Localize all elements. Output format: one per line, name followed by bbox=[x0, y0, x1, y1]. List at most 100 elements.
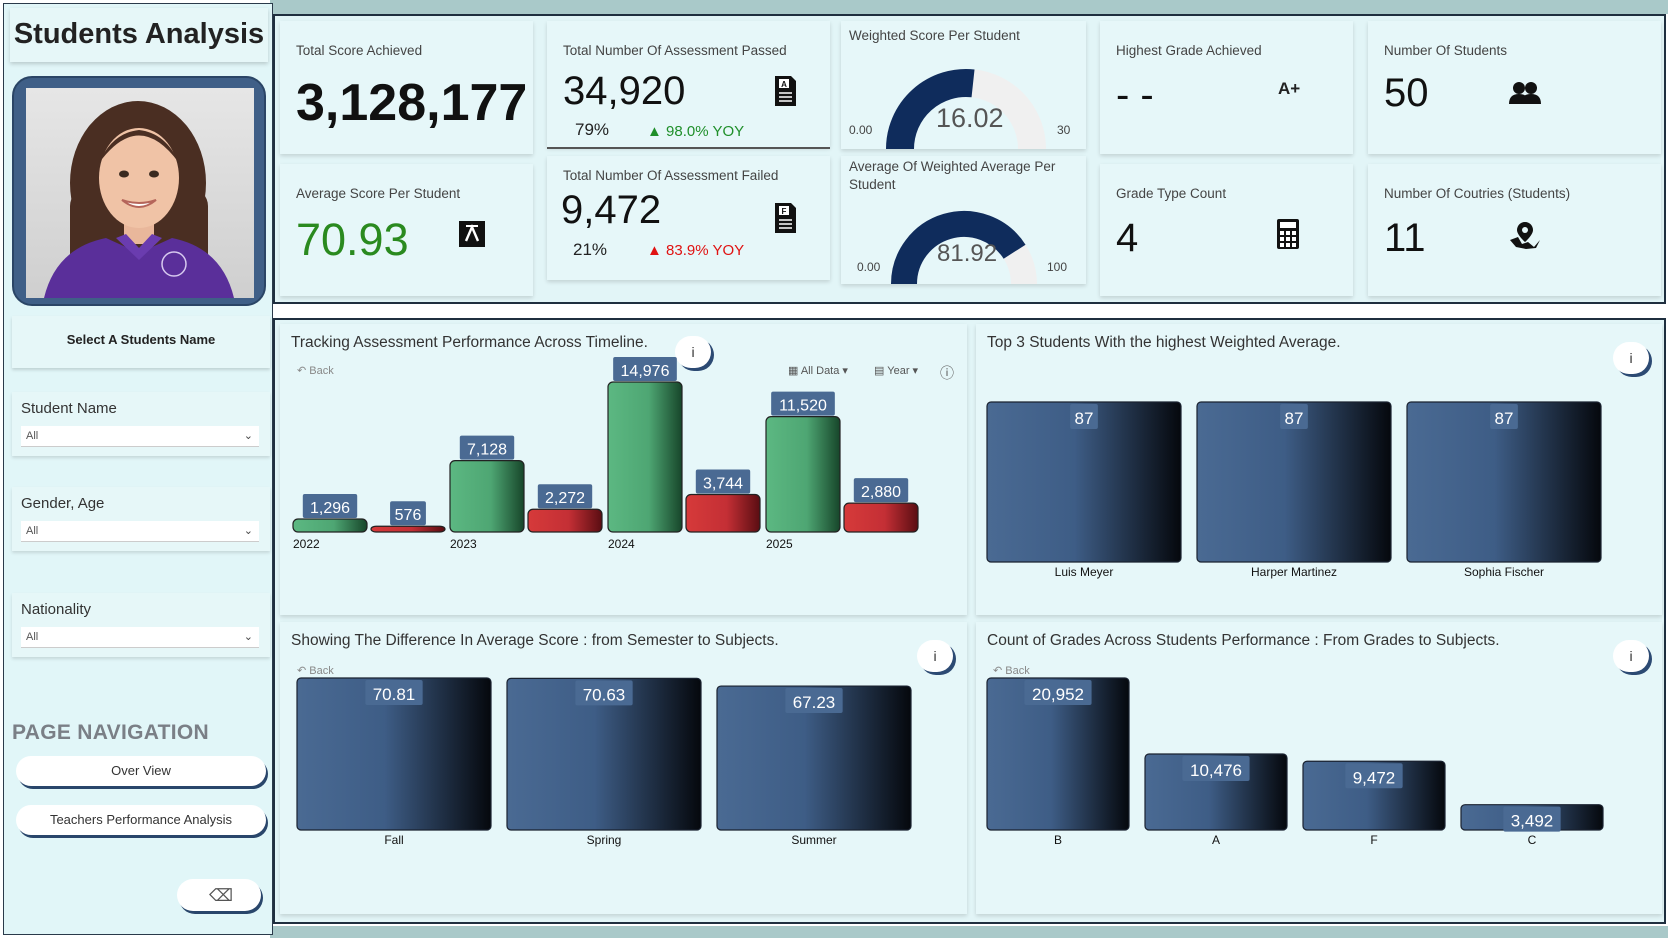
up-arrow-icon: ▲ bbox=[647, 242, 667, 259]
passed-bar[interactable] bbox=[292, 518, 368, 533]
failed-bar[interactable] bbox=[527, 508, 603, 533]
panel-title: Top 3 Students With the highest Weighted… bbox=[987, 334, 1341, 351]
info-button[interactable]: i bbox=[675, 336, 711, 368]
card-title: Grade Type Count bbox=[1116, 186, 1227, 201]
bar[interactable] bbox=[986, 401, 1182, 563]
help-icon[interactable]: ⓘ bbox=[940, 365, 954, 381]
failed-yoy-text: 83.9% YOY bbox=[666, 242, 745, 259]
failed-bar[interactable] bbox=[843, 502, 919, 533]
bar[interactable] bbox=[1302, 760, 1446, 831]
data-label-text: 20,952 bbox=[1032, 685, 1084, 704]
bar[interactable] bbox=[1196, 401, 1392, 563]
data-label-text: 67.23 bbox=[793, 693, 836, 712]
data-label-text: 87 bbox=[1495, 409, 1514, 428]
passed-bar[interactable] bbox=[765, 416, 841, 533]
teachers-performance-nav-button[interactable]: Teachers Performance Analysis bbox=[16, 805, 266, 835]
caret-down-icon: ▾ bbox=[909, 365, 919, 377]
year-label: Year bbox=[887, 365, 910, 377]
x-tick-label: Summer bbox=[791, 833, 836, 847]
gauge-min: 0.00 bbox=[849, 123, 873, 137]
calculator-icon bbox=[1277, 219, 1299, 249]
data-label-text: 3,744 bbox=[703, 476, 743, 493]
data-label-text: 14,976 bbox=[621, 363, 670, 380]
page-title: Students Analysis bbox=[13, 18, 265, 50]
back-button[interactable]: ↶ Back bbox=[297, 664, 334, 677]
grade-badge-icon: A+ bbox=[1278, 79, 1301, 98]
back-arrow-icon: ↶ bbox=[993, 665, 1006, 677]
select-student-label: Select A Students Name bbox=[66, 332, 216, 347]
bar[interactable] bbox=[1406, 401, 1602, 563]
bar[interactable] bbox=[1144, 753, 1288, 831]
bar[interactable] bbox=[296, 677, 492, 831]
data-label-text: 87 bbox=[1075, 409, 1094, 428]
document-f-icon: F bbox=[775, 203, 796, 233]
back-arrow-icon: ↶ bbox=[297, 665, 310, 677]
data-label-text: 2,272 bbox=[545, 490, 585, 507]
x-tick-label: 2023 bbox=[450, 537, 477, 551]
bar[interactable] bbox=[506, 677, 702, 831]
filter-label: Nationality bbox=[21, 601, 92, 618]
kpi-area: Total Score Achieved 3,128,177 Average S… bbox=[273, 14, 1666, 304]
average-score-value: 70.93 bbox=[296, 214, 409, 265]
passed-bar[interactable] bbox=[449, 460, 525, 533]
passed-yoy-text: 98.0% YOY bbox=[666, 123, 745, 140]
data-label-text: 10,476 bbox=[1190, 761, 1242, 780]
grade-type-value: 4 bbox=[1116, 216, 1139, 260]
data-label-text: 11,520 bbox=[779, 398, 827, 415]
data-label-text: 9,472 bbox=[1353, 768, 1396, 787]
data-label-bg bbox=[390, 501, 426, 526]
x-tick-label: 2024 bbox=[608, 537, 635, 551]
bar[interactable] bbox=[986, 677, 1130, 831]
highest-grade-card: Highest Grade Achieved - - A+ bbox=[1100, 21, 1353, 154]
failed-bar[interactable] bbox=[370, 525, 446, 533]
card-title: Average Score Per Student bbox=[296, 186, 461, 201]
average-score-card: Average Score Per Student 70.93 bbox=[280, 164, 533, 296]
card-title: Total Score Achieved bbox=[296, 43, 423, 58]
card-title: Number Of Coutries (Students) bbox=[1384, 186, 1571, 201]
panel-title: Showing The Difference In Average Score … bbox=[291, 632, 779, 649]
year-drill-toggle[interactable]: ▤ Year ▾ bbox=[874, 364, 918, 377]
gauge-max: 30 bbox=[1057, 123, 1071, 137]
eraser-icon: ⌫ bbox=[209, 886, 234, 905]
data-label: 3,744 bbox=[695, 469, 751, 494]
passed-value: 34,920 bbox=[563, 69, 686, 113]
top-accent-bar bbox=[270, 0, 1668, 14]
info-button[interactable]: i bbox=[1613, 342, 1649, 374]
gender-age-dropdown[interactable]: All ⌄ bbox=[21, 521, 259, 542]
total-score-card: Total Score Achieved 3,128,177 bbox=[280, 21, 533, 154]
clear-filters-button[interactable]: ⌫ bbox=[177, 879, 261, 911]
chevron-down-icon: ⌄ bbox=[243, 430, 253, 442]
all-data-label: All Data bbox=[800, 365, 840, 377]
passed-bar[interactable] bbox=[607, 381, 683, 533]
data-label-text: 70.81 bbox=[373, 685, 416, 704]
data-label: 576 bbox=[390, 501, 426, 526]
dropdown-value: All bbox=[26, 430, 39, 442]
overview-nav-button[interactable]: Over View bbox=[16, 756, 266, 786]
gauge-fill bbox=[891, 211, 1026, 284]
data-label: 10,476 bbox=[1182, 756, 1250, 781]
back-button[interactable]: ↶ Back bbox=[297, 364, 334, 377]
number-of-students-card: Number Of Students 50 bbox=[1368, 21, 1661, 154]
all-data-toggle[interactable]: ▦ All Data ▾ bbox=[788, 364, 848, 377]
info-button[interactable]: i bbox=[1613, 640, 1649, 672]
data-label-bg bbox=[1182, 756, 1250, 781]
back-button[interactable]: ↶ Back bbox=[993, 664, 1030, 677]
bar[interactable] bbox=[716, 685, 912, 831]
failed-value: 9,472 bbox=[561, 188, 662, 232]
data-label: 70.81 bbox=[365, 680, 423, 705]
back-label: Back bbox=[309, 665, 334, 677]
chart-area: Tracking Assessment Performance Across T… bbox=[273, 318, 1666, 924]
chevron-down-icon: ⌄ bbox=[243, 631, 253, 643]
data-label-text: 2,880 bbox=[861, 484, 901, 501]
info-button[interactable]: i bbox=[917, 640, 953, 672]
data-label: 20,952 bbox=[1024, 680, 1092, 705]
data-label: 7,128 bbox=[459, 435, 515, 460]
x-tick-label: Spring bbox=[587, 833, 622, 847]
nationality-dropdown[interactable]: All ⌄ bbox=[21, 627, 259, 648]
data-label: 11,520 bbox=[771, 391, 835, 416]
data-label-text: 576 bbox=[395, 507, 422, 524]
panel-title: Tracking Assessment Performance Across T… bbox=[291, 334, 648, 351]
back-label: Back bbox=[1005, 665, 1030, 677]
student-name-dropdown[interactable]: All ⌄ bbox=[21, 426, 259, 447]
failed-bar[interactable] bbox=[685, 493, 761, 533]
